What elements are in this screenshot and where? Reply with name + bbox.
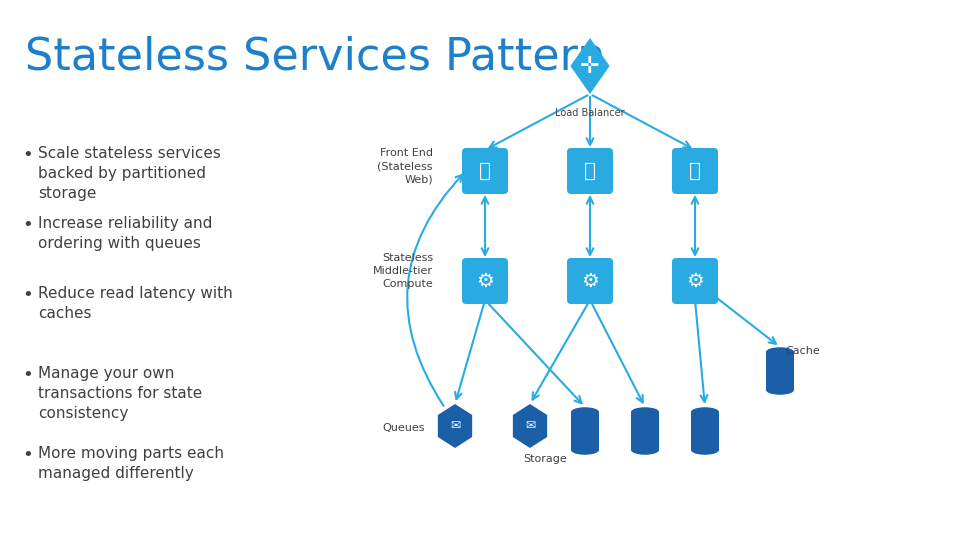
Text: ⚙: ⚙ (581, 272, 599, 290)
FancyBboxPatch shape (462, 148, 508, 194)
Text: •: • (22, 216, 32, 234)
FancyBboxPatch shape (462, 258, 508, 304)
Text: Scale stateless services
backed by partitioned
storage: Scale stateless services backed by parti… (38, 146, 221, 201)
Text: •: • (22, 446, 32, 464)
Text: Cache: Cache (784, 346, 819, 356)
Text: Stateless
Middle-tier
Compute: Stateless Middle-tier Compute (373, 253, 432, 289)
Text: Front End
(Stateless
Web): Front End (Stateless Web) (378, 148, 432, 184)
Ellipse shape (570, 407, 599, 417)
Ellipse shape (631, 445, 658, 455)
Text: ⚙: ⚙ (686, 272, 703, 290)
Text: 🌐: 🌐 (478, 161, 491, 181)
Polygon shape (512, 404, 547, 448)
Text: Stateless Services Pattern: Stateless Services Pattern (25, 36, 604, 79)
Polygon shape (570, 38, 609, 94)
Text: Manage your own
transactions for state
consistency: Manage your own transactions for state c… (38, 366, 202, 420)
Text: Queues: Queues (382, 423, 424, 433)
Text: ✛: ✛ (580, 55, 600, 78)
FancyBboxPatch shape (566, 148, 612, 194)
Text: ⚙: ⚙ (475, 272, 494, 290)
Text: More moving parts each
managed differently: More moving parts each managed different… (38, 446, 224, 481)
Text: Load Balancer: Load Balancer (555, 108, 624, 118)
Bar (631, 412, 658, 450)
Bar (690, 412, 718, 450)
Text: •: • (22, 286, 32, 304)
Ellipse shape (690, 445, 718, 455)
Ellipse shape (765, 385, 793, 395)
Bar (765, 352, 793, 390)
Text: ✉: ✉ (450, 419, 460, 433)
FancyBboxPatch shape (671, 258, 717, 304)
Ellipse shape (690, 407, 718, 417)
Text: •: • (22, 146, 32, 164)
Text: Storage: Storage (522, 454, 566, 464)
Text: 🌐: 🌐 (584, 161, 596, 181)
Text: •: • (22, 366, 32, 384)
FancyBboxPatch shape (566, 258, 612, 304)
Ellipse shape (570, 445, 599, 455)
Bar (570, 412, 599, 450)
Ellipse shape (765, 347, 793, 356)
Text: Increase reliability and
ordering with queues: Increase reliability and ordering with q… (38, 216, 212, 251)
Text: 🌐: 🌐 (689, 161, 700, 181)
Text: ✉: ✉ (524, 419, 535, 433)
Text: Reduce read latency with
caches: Reduce read latency with caches (38, 286, 233, 321)
Ellipse shape (631, 407, 658, 417)
FancyBboxPatch shape (671, 148, 717, 194)
Polygon shape (437, 404, 471, 448)
